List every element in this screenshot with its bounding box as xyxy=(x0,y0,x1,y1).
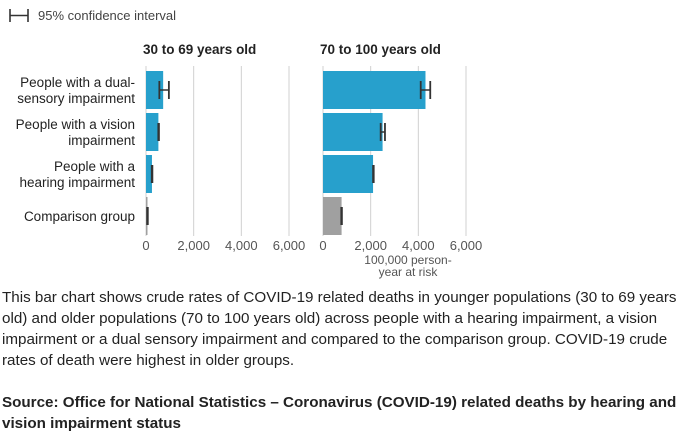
bar xyxy=(146,71,164,109)
x-tick-label: 6,000 xyxy=(273,238,306,253)
x-tick-label: 6,000 xyxy=(450,238,483,253)
legend: 95% confidence interval xyxy=(9,8,176,23)
x-tick-label: 2,000 xyxy=(177,238,210,253)
category-label: People with a dual- xyxy=(20,75,135,90)
bar xyxy=(323,71,426,109)
category-label: impairment xyxy=(68,133,135,148)
bar xyxy=(323,155,374,193)
plot-area: 30 to 69 years old 0 2,000 4,000 6,000 70 to … xyxy=(16,42,483,279)
bar-chart: 95% confidence interval 30 to 69 years o… xyxy=(9,8,483,279)
legend-label: 95% confidence interval xyxy=(38,8,176,23)
chart-description: This bar chart shows crude rates of COVI… xyxy=(2,289,677,369)
bar xyxy=(323,113,383,151)
x-tick-label: 4,000 xyxy=(402,238,435,253)
bar xyxy=(146,113,159,151)
x-axis-label: 100,000 person- xyxy=(364,253,451,267)
panel-title: 70 to 100 years old xyxy=(320,42,441,57)
x-tick-label: 0 xyxy=(319,238,326,253)
bar xyxy=(323,197,342,235)
category-label: hearing impairment xyxy=(19,175,135,190)
panel-title: 30 to 69 years old xyxy=(143,42,256,57)
category-label: Comparison group xyxy=(24,209,135,224)
source-note: Source: Office for National Statistics –… xyxy=(2,394,677,432)
confidence-interval-icon xyxy=(9,9,29,22)
category-label: People with a vision xyxy=(16,117,135,132)
x-tick-label: 4,000 xyxy=(225,238,258,253)
x-tick-label: 2,000 xyxy=(354,238,387,253)
x-axis-label: year at risk xyxy=(379,265,439,279)
x-tick-label: 0 xyxy=(142,238,149,253)
bar xyxy=(146,155,152,193)
category-label: sensory impairment xyxy=(17,91,135,106)
category-label: People with a xyxy=(54,159,136,174)
